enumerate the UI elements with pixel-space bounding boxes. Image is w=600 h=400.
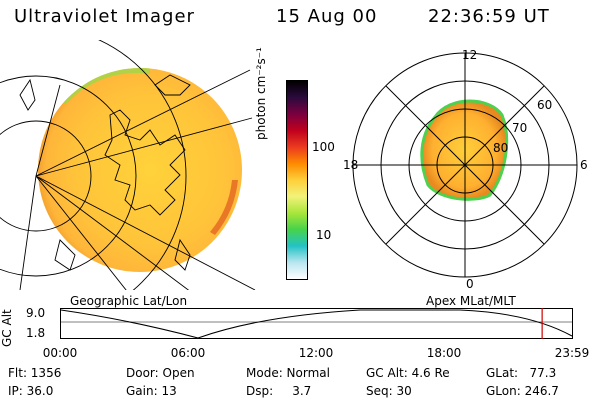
time-label: 22:36:59 UT (428, 6, 550, 27)
polar-grid (352, 52, 578, 278)
altitude-chart (60, 308, 573, 339)
colorbar-tick-100: 100 (312, 140, 335, 154)
mlat-label-70: 70 (512, 121, 527, 135)
alt-xtick-1800: 18:00 (426, 346, 462, 360)
mlt-label-12: 12 (462, 48, 477, 62)
altitude-curve (60, 309, 573, 339)
flight-number: Flt: 1356 (8, 366, 62, 380)
colorbar-unit-label: photon cm⁻²s⁻¹ (254, 47, 268, 140)
alt-ytick-max: 9.0 (26, 306, 46, 320)
instrument-title: Ultraviolet Imager (14, 6, 195, 27)
door-status: Door: Open (126, 366, 195, 380)
geographic-image (0, 40, 256, 290)
glon-value: GLon: 246.7 (486, 384, 559, 398)
mode-value: Mode: Normal (246, 366, 330, 380)
ip-value: IP: 36.0 (8, 384, 54, 398)
aurora-oval (420, 99, 509, 201)
date-label: 15 Aug 00 (276, 6, 378, 27)
glat-value: GLat: 77.3 (486, 366, 557, 380)
mlt-label-6: 6 (580, 158, 588, 172)
grid-and-coastlines (0, 40, 256, 290)
sequence-number: Seq: 30 (366, 384, 412, 398)
mlat-label-80: 80 (493, 141, 508, 155)
apex-panel-label: Apex MLat/MLT (426, 294, 516, 308)
alt-ytick-min: 1.8 (26, 326, 46, 340)
dsp-value: Dsp: 3.7 (246, 384, 312, 398)
earth-disk (38, 68, 242, 272)
colorbar (286, 80, 308, 280)
gain-value: Gain: 13 (126, 384, 177, 398)
alt-xtick-1200: 12:00 (298, 346, 334, 360)
mlt-label-0: 0 (466, 277, 474, 291)
altitude-chart-frame (60, 308, 573, 339)
geographic-panel-label: Geographic Lat/Lon (70, 294, 188, 308)
alt-ylabel: GC Alt (0, 309, 14, 347)
alt-xtick-0000: 00:00 (42, 346, 78, 360)
alt-xtick-0600: 06:00 (170, 346, 206, 360)
alt-xtick-2359: 23:59 (554, 346, 590, 360)
mlt-label-18: 18 (343, 158, 358, 172)
colorbar-tick-10: 10 (316, 228, 332, 242)
mlat-label-60: 60 (537, 98, 552, 112)
polar-plot: 12 18 6 0 60 70 80 (343, 48, 588, 291)
gc-altitude: GC Alt: 4.6 Re (366, 366, 450, 380)
